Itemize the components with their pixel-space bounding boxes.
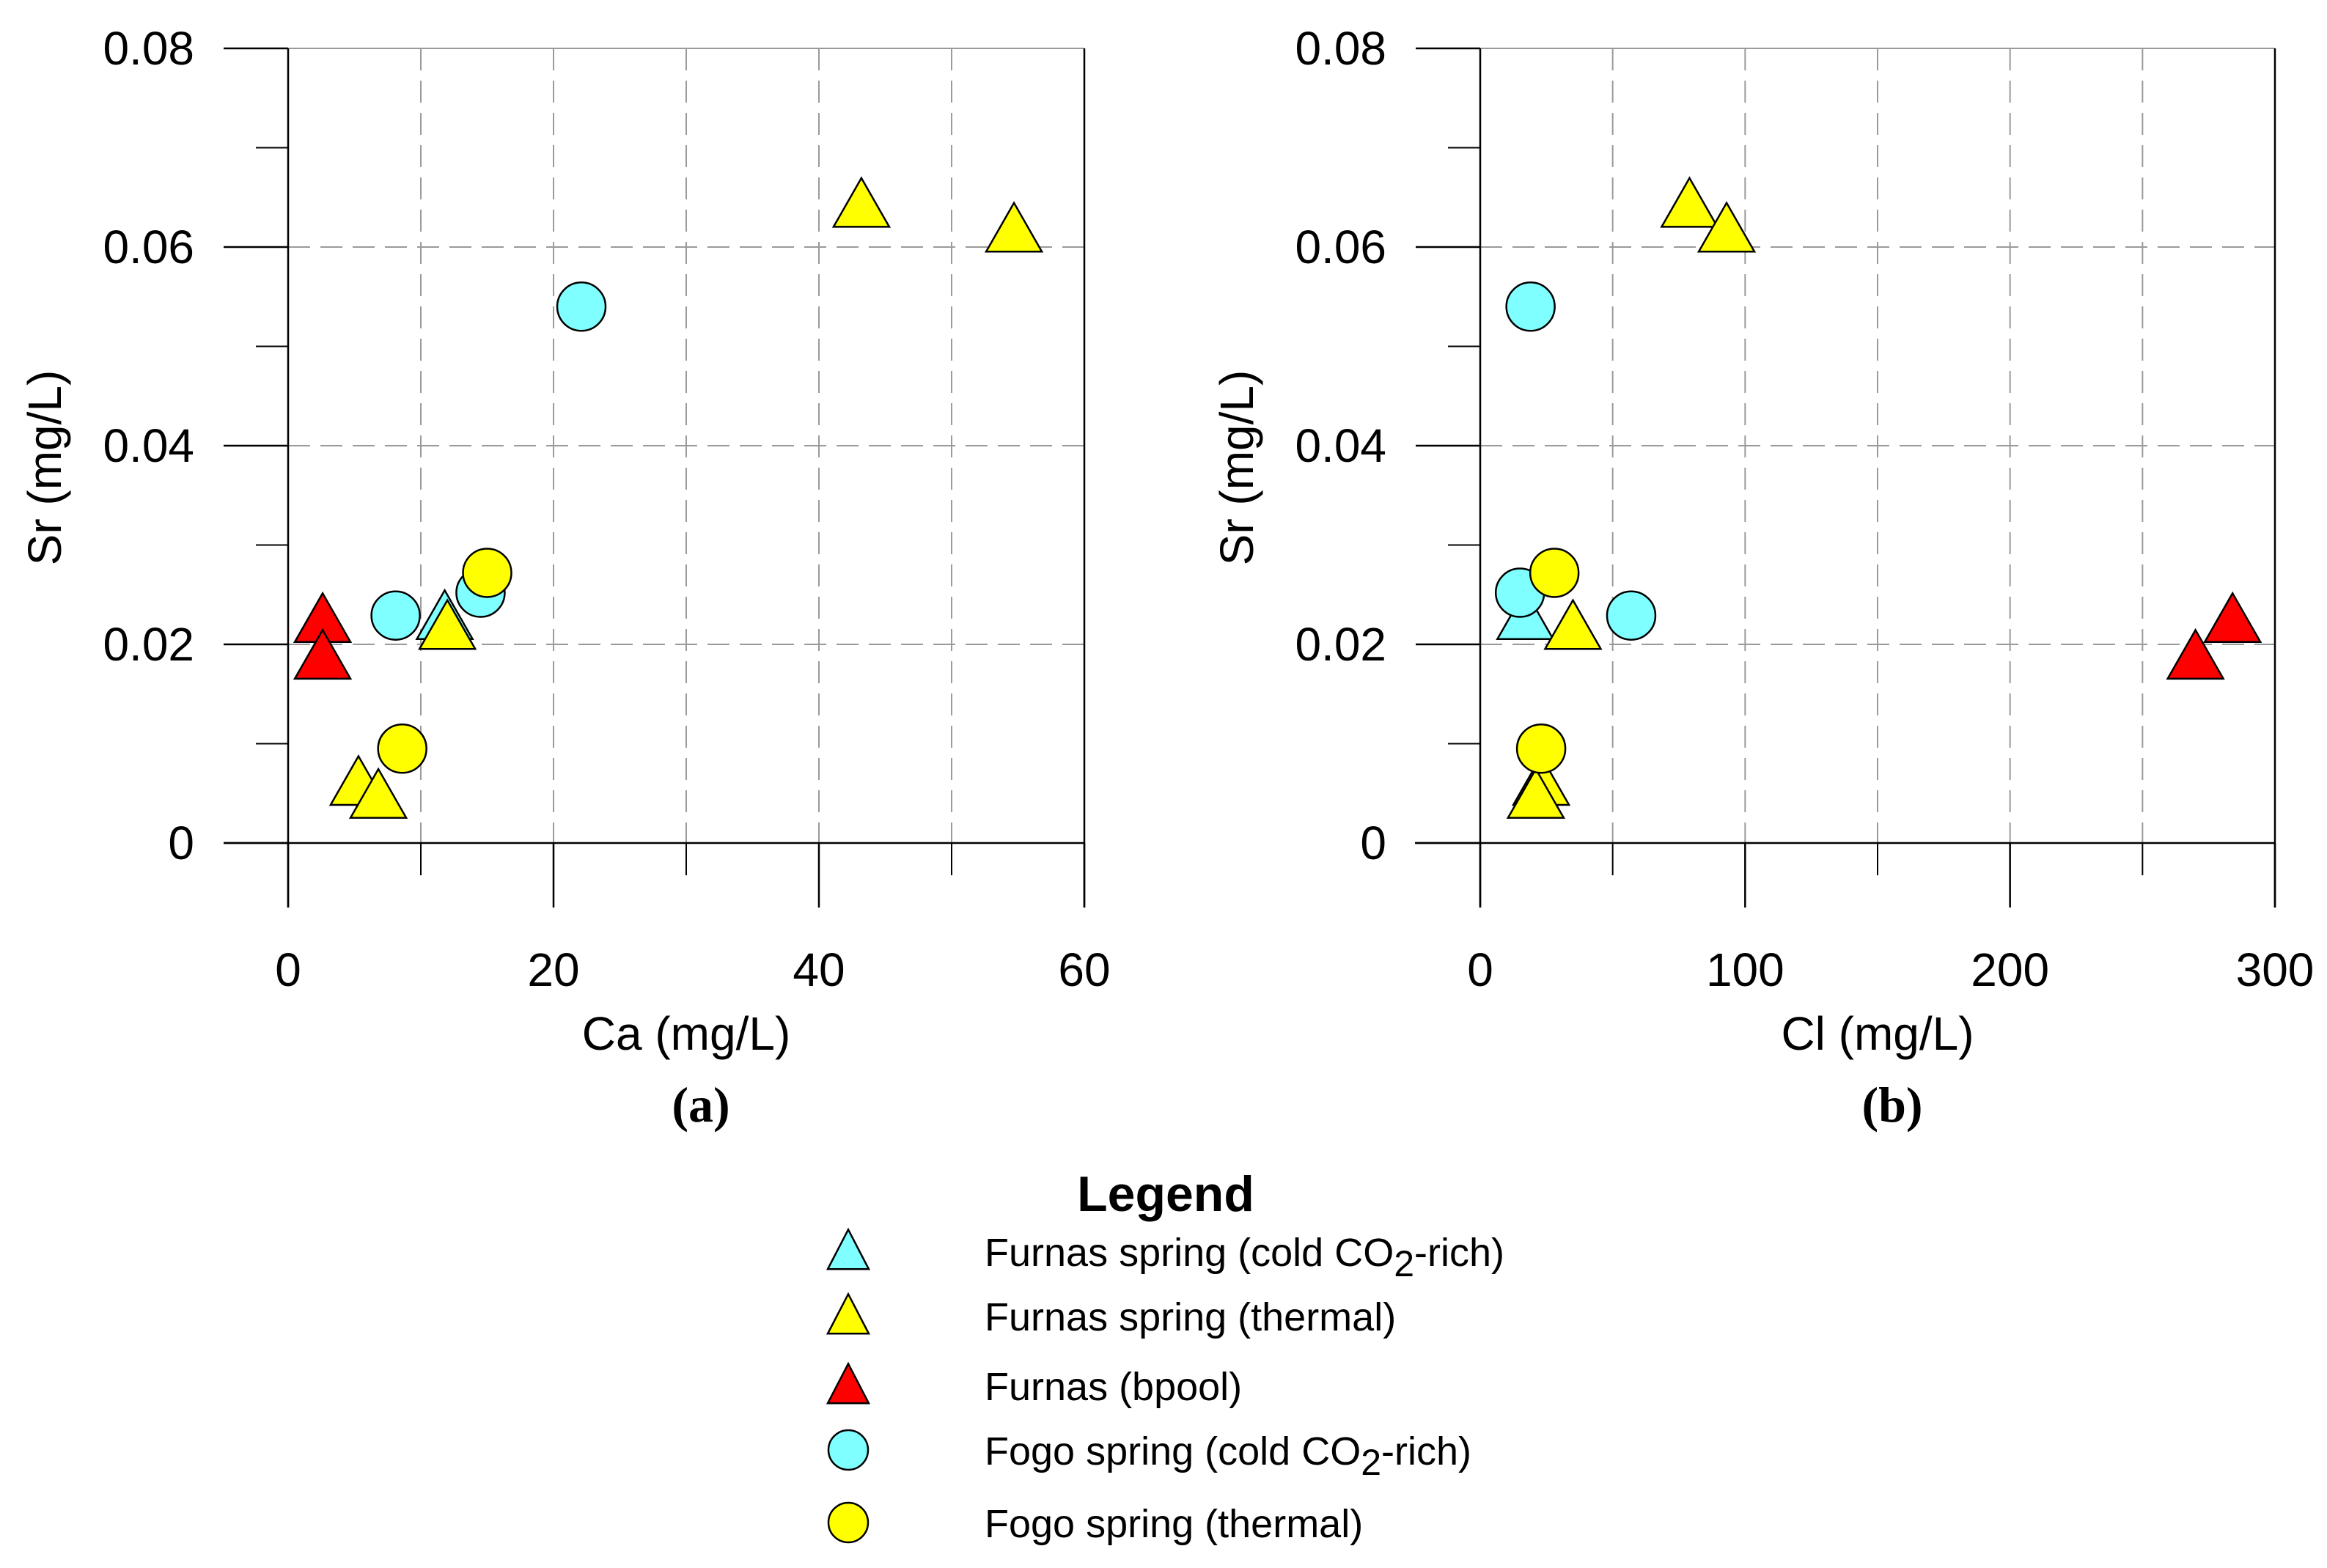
data-point-furnas-bpool [2203, 591, 2262, 644]
data-point-furnas-spring-thermal [1506, 767, 1566, 819]
y-axis-title: Sr (mg/L) [1210, 370, 1263, 566]
x-tick-label: 0 [275, 943, 301, 996]
data-point-fogo-spring-cold-co2-rich [370, 590, 421, 641]
x-tick-label: 100 [1706, 943, 1784, 996]
legend-marker-furnas-spring-thermal [826, 1292, 871, 1335]
y-tick-label: 0.04 [103, 419, 194, 472]
legend-label: Fogo spring (thermal) [985, 1502, 1363, 1546]
y-tick-label: 0.02 [103, 618, 194, 671]
y-tick-label: 0.08 [103, 22, 194, 75]
x-tick-label: 40 [793, 943, 845, 996]
legend-marker-furnas-spring-cold-co2-rich [826, 1227, 871, 1270]
legend-marker-furnas-bpool [826, 1361, 871, 1405]
legend: Legend Furnas spring (cold CO2-rich) Furna… [826, 1166, 1504, 1546]
panel-b-scatter-cl-vs-sr: 0 0.02 0.04 0.06 0.08 0 100 200 300 Cl (mg/L) Sr (… [1210, 22, 2314, 1133]
y-tick-label: 0.08 [1295, 22, 1386, 75]
x-tick-label: 20 [527, 943, 579, 996]
data-point-furnas-bpool [293, 627, 353, 680]
data-point-furnas-spring-thermal [984, 201, 1044, 253]
legend-label: Furnas spring (cold CO2-rich) [985, 1231, 1504, 1284]
data-point-furnas-spring-thermal [1543, 598, 1603, 650]
data-point-fogo-spring-thermal [1529, 548, 1580, 598]
x-tick-label: 300 [2236, 943, 2315, 996]
x-tick-label: 0 [1467, 943, 1493, 996]
legend-marker-fogo-spring-cold-co2-rich [827, 1429, 870, 1471]
x-axis-title: Cl (mg/L) [1781, 1007, 1974, 1060]
data-point-fogo-spring-thermal [1515, 724, 1567, 774]
legend-marker-fogo-spring-thermal [827, 1501, 870, 1544]
y-tick-label: 0 [1360, 817, 1386, 869]
data-point-furnas-spring-thermal [418, 598, 477, 650]
panel-label: (b) [1861, 1077, 1922, 1133]
data-point-furnas-spring-thermal [348, 767, 408, 819]
legend-label: Fogo spring (cold CO2-rich) [985, 1429, 1471, 1483]
x-axis-title: Ca (mg/L) [582, 1007, 791, 1060]
data-point-furnas-spring-thermal [1660, 176, 1719, 228]
data-point-fogo-spring-thermal [377, 724, 427, 774]
legend-label: Furnas (bpool) [985, 1365, 1242, 1409]
y-tick-label: 0.04 [1295, 419, 1386, 472]
x-tick-label: 60 [1058, 943, 1110, 996]
legend-title: Legend [1077, 1166, 1254, 1222]
y-axis-title: Sr (mg/L) [18, 370, 71, 566]
y-tick-label: 0.06 [1295, 221, 1386, 273]
y-tick-label: 0 [168, 817, 194, 869]
data-point-fogo-spring-cold-co2-rich [1606, 590, 1657, 641]
data-point-furnas-bpool [2166, 627, 2225, 680]
data-point-fogo-spring-cold-co2-rich [1505, 281, 1556, 332]
y-tick-label: 0.02 [1295, 618, 1386, 671]
data-point-fogo-spring-cold-co2-rich [556, 281, 607, 332]
panel-label: (a) [672, 1077, 729, 1133]
panel-a-scatter-ca-vs-sr: 0 0.02 0.04 0.06 0.08 0 20 40 60 Ca (mg/L) Sr (mg/… [18, 22, 1111, 1133]
legend-label: Furnas spring (thermal) [985, 1295, 1396, 1339]
x-tick-label: 200 [1971, 943, 2049, 996]
data-point-furnas-spring-thermal [831, 176, 892, 228]
data-point-fogo-spring-thermal [462, 548, 512, 598]
y-tick-label: 0.06 [103, 221, 194, 273]
data-point-furnas-spring-thermal [1696, 201, 1757, 253]
